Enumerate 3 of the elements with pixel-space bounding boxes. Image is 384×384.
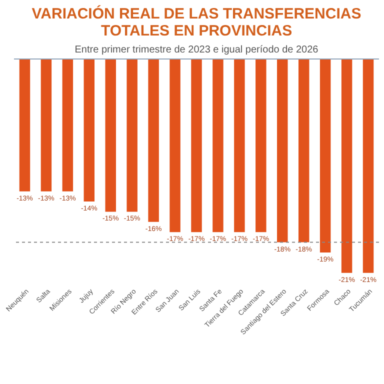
text: TOTALES EN PROVINCIAS xyxy=(100,22,292,40)
text: VARIACIÓN REAL DE LAS TRANSFERENCIAS xyxy=(32,6,362,22)
chart-subtitle: Entre primer trimestre de 2023 e igual período de 2026 xyxy=(74,44,319,56)
